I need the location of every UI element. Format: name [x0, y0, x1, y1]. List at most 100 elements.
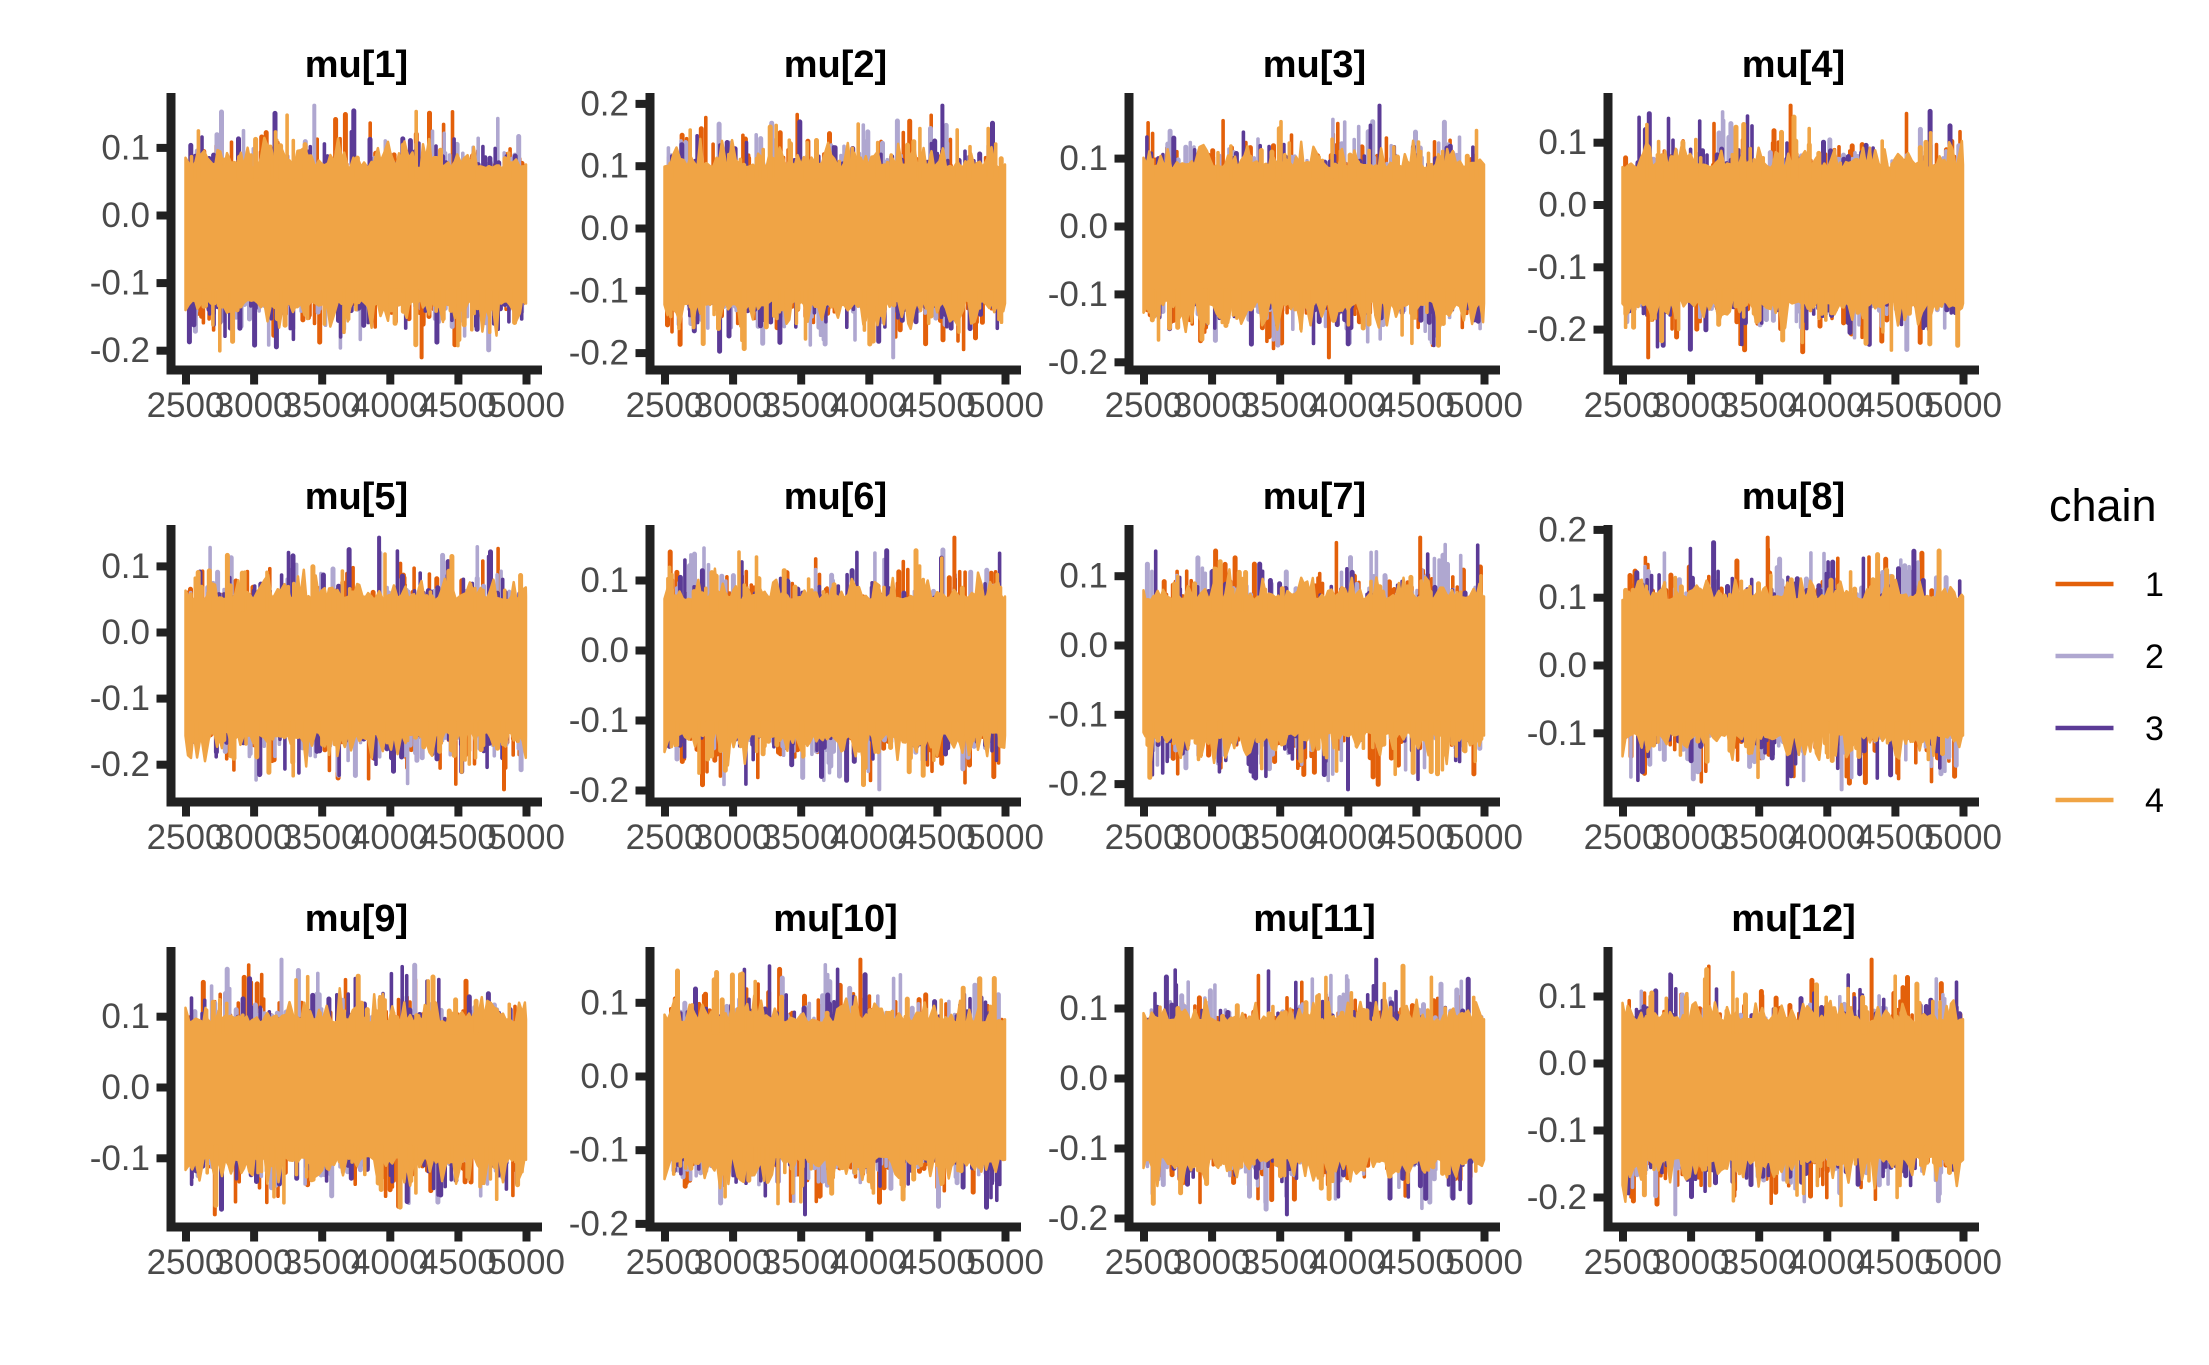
svg-text:2500: 2500 — [1105, 1243, 1183, 1282]
svg-text:0.0: 0.0 — [1538, 186, 1587, 225]
svg-text:0.0: 0.0 — [1059, 1059, 1108, 1098]
svg-text:2500: 2500 — [147, 818, 225, 857]
svg-text:0.1: 0.1 — [580, 983, 629, 1022]
svg-text:0.0: 0.0 — [101, 1068, 150, 1107]
svg-text:3000: 3000 — [215, 1243, 293, 1282]
svg-text:4500: 4500 — [1856, 386, 1934, 425]
svg-text:3000: 3000 — [694, 386, 772, 425]
svg-text:-0.1: -0.1 — [90, 264, 150, 303]
svg-text:mu[5]: mu[5] — [305, 476, 408, 518]
svg-text:4000: 4000 — [351, 1243, 429, 1282]
svg-text:0.1: 0.1 — [580, 561, 629, 600]
svg-text:4000: 4000 — [830, 818, 908, 857]
svg-text:mu[12]: mu[12] — [1731, 898, 1856, 940]
svg-text:1: 1 — [2145, 566, 2164, 604]
svg-text:2: 2 — [2145, 638, 2164, 676]
svg-text:0.1: 0.1 — [1538, 578, 1587, 617]
svg-text:-0.1: -0.1 — [1048, 275, 1108, 314]
svg-text:5000: 5000 — [1445, 818, 1523, 857]
svg-text:4500: 4500 — [419, 818, 497, 857]
svg-text:0.0: 0.0 — [1059, 626, 1108, 665]
svg-text:-0.1: -0.1 — [1527, 1111, 1587, 1150]
svg-text:0.0: 0.0 — [1538, 1044, 1587, 1083]
svg-text:4000: 4000 — [1309, 818, 1387, 857]
svg-text:mu[4]: mu[4] — [1742, 44, 1845, 86]
svg-text:3000: 3000 — [215, 818, 293, 857]
svg-text:3500: 3500 — [1241, 818, 1319, 857]
svg-text:-0.1: -0.1 — [1048, 1129, 1108, 1168]
svg-text:4000: 4000 — [1788, 386, 1866, 425]
svg-text:4000: 4000 — [1788, 818, 1866, 857]
svg-text:4500: 4500 — [1377, 1243, 1455, 1282]
svg-text:3500: 3500 — [283, 386, 361, 425]
svg-text:3500: 3500 — [283, 818, 361, 857]
svg-text:2500: 2500 — [626, 386, 704, 425]
svg-text:4000: 4000 — [1309, 386, 1387, 425]
svg-text:2500: 2500 — [147, 1243, 225, 1282]
svg-text:3: 3 — [2145, 710, 2164, 748]
svg-text:mu[3]: mu[3] — [1263, 44, 1366, 86]
svg-text:5000: 5000 — [487, 1243, 565, 1282]
svg-text:0.2: 0.2 — [580, 84, 629, 123]
svg-text:2500: 2500 — [1584, 818, 1662, 857]
svg-text:mu[8]: mu[8] — [1742, 476, 1845, 518]
svg-text:5000: 5000 — [1445, 1243, 1523, 1282]
svg-text:2500: 2500 — [1105, 818, 1183, 857]
svg-text:0.1: 0.1 — [1538, 123, 1587, 162]
svg-text:mu[9]: mu[9] — [305, 898, 408, 940]
svg-text:4000: 4000 — [351, 818, 429, 857]
svg-text:0.0: 0.0 — [1059, 207, 1108, 246]
svg-text:5000: 5000 — [1445, 386, 1523, 425]
svg-text:0.1: 0.1 — [1059, 139, 1108, 178]
svg-text:0.1: 0.1 — [1059, 989, 1108, 1028]
svg-text:mu[6]: mu[6] — [784, 476, 887, 518]
svg-text:4: 4 — [2145, 782, 2164, 820]
svg-text:-0.1: -0.1 — [1048, 695, 1108, 734]
svg-text:3500: 3500 — [283, 1243, 361, 1282]
svg-text:5000: 5000 — [966, 818, 1044, 857]
svg-text:4500: 4500 — [1856, 818, 1934, 857]
svg-text:3000: 3000 — [1173, 1243, 1251, 1282]
svg-text:4500: 4500 — [1377, 818, 1455, 857]
svg-text:mu[11]: mu[11] — [1253, 898, 1375, 940]
svg-text:-0.2: -0.2 — [90, 331, 150, 370]
svg-text:-0.2: -0.2 — [1048, 343, 1108, 382]
svg-text:0.0: 0.0 — [580, 209, 629, 248]
svg-text:chain: chain — [2049, 480, 2157, 531]
svg-text:2500: 2500 — [1584, 386, 1662, 425]
svg-text:0.2: 0.2 — [1538, 510, 1587, 549]
svg-text:-0.1: -0.1 — [1527, 714, 1587, 753]
svg-text:5000: 5000 — [966, 386, 1044, 425]
svg-text:3500: 3500 — [1241, 386, 1319, 425]
svg-text:3000: 3000 — [1652, 386, 1730, 425]
svg-text:3000: 3000 — [694, 818, 772, 857]
svg-text:-0.1: -0.1 — [569, 1131, 629, 1170]
svg-text:3000: 3000 — [1652, 818, 1730, 857]
svg-text:5000: 5000 — [1924, 818, 2002, 857]
svg-text:0.1: 0.1 — [101, 997, 150, 1036]
svg-text:2500: 2500 — [147, 386, 225, 425]
svg-text:0.0: 0.0 — [580, 631, 629, 670]
svg-text:0.0: 0.0 — [101, 613, 150, 652]
svg-text:3500: 3500 — [762, 818, 840, 857]
svg-text:3500: 3500 — [1720, 1243, 1798, 1282]
svg-text:-0.2: -0.2 — [1527, 1178, 1587, 1217]
svg-text:4000: 4000 — [1309, 1243, 1387, 1282]
svg-text:3000: 3000 — [215, 386, 293, 425]
svg-text:-0.2: -0.2 — [569, 771, 629, 810]
svg-text:-0.2: -0.2 — [569, 1204, 629, 1243]
svg-text:-0.2: -0.2 — [1048, 765, 1108, 804]
svg-text:0.1: 0.1 — [580, 147, 629, 186]
svg-text:5000: 5000 — [487, 386, 565, 425]
svg-text:-0.1: -0.1 — [90, 1139, 150, 1178]
svg-text:0.0: 0.0 — [580, 1057, 629, 1096]
svg-text:-0.1: -0.1 — [569, 271, 629, 310]
svg-text:4000: 4000 — [830, 386, 908, 425]
svg-text:0.1: 0.1 — [1538, 977, 1587, 1016]
svg-text:-0.2: -0.2 — [1527, 310, 1587, 349]
svg-text:4500: 4500 — [419, 386, 497, 425]
svg-text:2500: 2500 — [626, 1243, 704, 1282]
svg-text:3000: 3000 — [1652, 1243, 1730, 1282]
svg-text:3500: 3500 — [1720, 818, 1798, 857]
svg-text:mu[1]: mu[1] — [305, 44, 408, 86]
